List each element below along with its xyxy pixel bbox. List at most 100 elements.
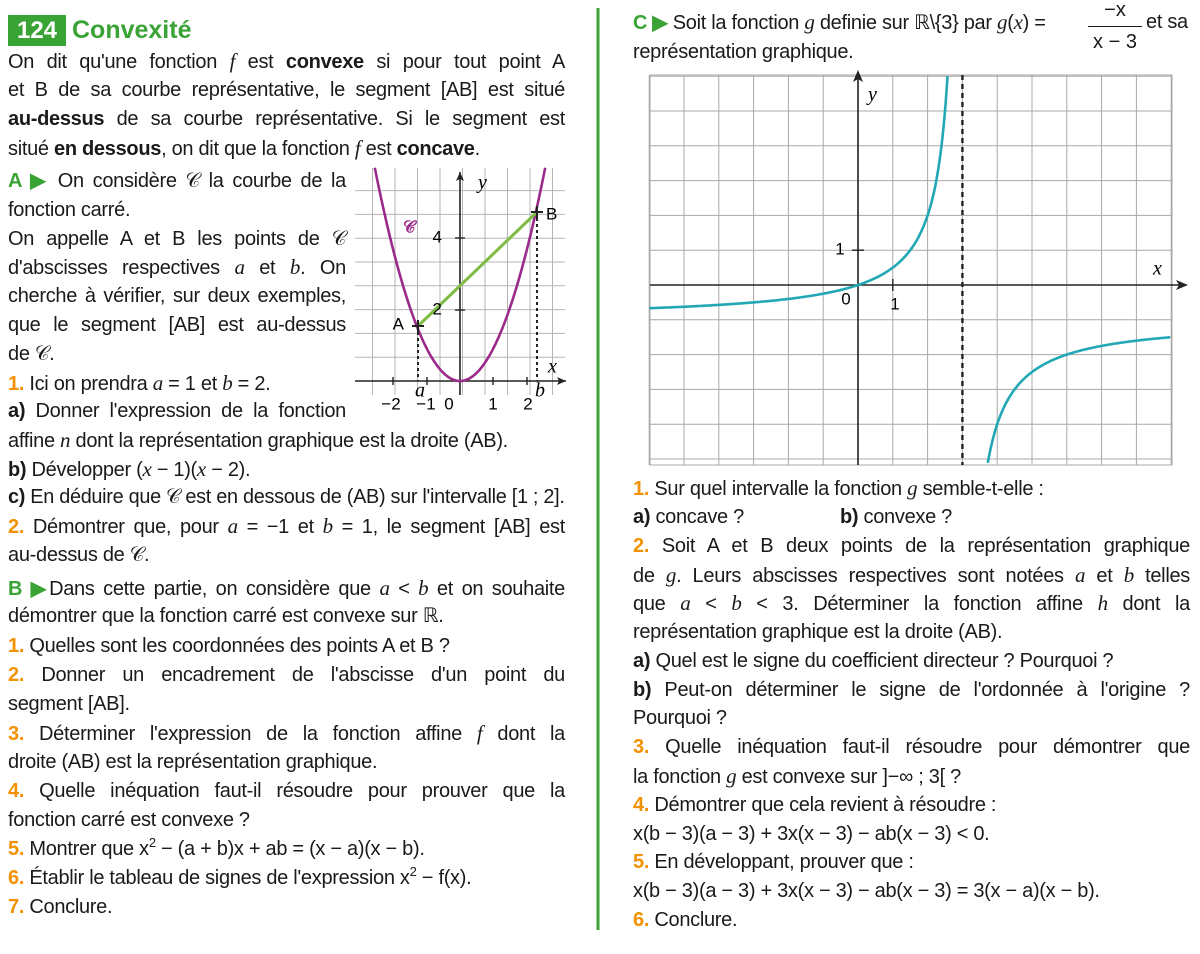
text-line: et B de sa courbe représentative, le seg… xyxy=(8,76,565,104)
text-run: et xyxy=(244,257,290,279)
text-run: ) = xyxy=(1022,12,1046,34)
text-run: f xyxy=(476,721,483,745)
tick-label: 4 xyxy=(433,227,442,246)
text-line: segment [AB]. xyxy=(8,690,130,718)
fraction-denominator: x − 3 xyxy=(1093,31,1137,53)
axis-arrow xyxy=(1176,280,1188,290)
text-run: de 𝒞. xyxy=(8,343,55,365)
tick-label: 1 xyxy=(890,294,899,313)
text-run: b) xyxy=(8,459,27,481)
text-run: b) xyxy=(633,679,652,701)
text-line: x(b − 3)(a − 3) + 3x(x − 3) − ab(x − 3) … xyxy=(633,820,990,848)
tick-label: 1 xyxy=(488,394,497,413)
text-run: convexe xyxy=(285,51,364,73)
text-run: f xyxy=(229,49,236,73)
text-run: < xyxy=(389,578,419,600)
text-run: a xyxy=(152,371,164,395)
text-line: On dit qu'une fonction f est convexe si … xyxy=(8,47,565,75)
text-run: représentation graphique est la droite (… xyxy=(633,621,1003,643)
text-line: On appelle A et B les points de 𝒞 xyxy=(8,225,346,253)
text-line: 1. Quelles sont les coordonnées des poin… xyxy=(8,632,450,660)
text-run: situé xyxy=(8,138,55,160)
text-run: < 3. Déterminer la fonction affine xyxy=(741,593,1098,615)
segment xyxy=(416,210,539,328)
text-run: a xyxy=(1074,563,1086,587)
text-run: Pourquoi ? xyxy=(633,707,727,729)
text-run: 4. xyxy=(8,780,25,802)
text-line: A ▶ On considère 𝒞 la courbe de la xyxy=(8,167,346,195)
text-run: est convexe sur ]−∞ ; 3[ ? xyxy=(736,766,962,788)
axis-label: x xyxy=(1152,258,1162,280)
text-run: Peut-on déterminer le signe de l'ordonné… xyxy=(651,679,1190,701)
text-run: de xyxy=(633,565,666,587)
text-line: au-dessus de sa courbe représentative. S… xyxy=(8,105,565,133)
text-line: a) Donner l'expression de la fonction xyxy=(8,397,346,425)
text-run: et on souhaite xyxy=(428,578,565,600)
text-run: semble-t-elle : xyxy=(917,478,1044,500)
text-run: Soit la fonction xyxy=(667,12,805,34)
fraction-numerator: −x xyxy=(1104,0,1126,21)
text-run: On dit qu'une fonction xyxy=(8,51,230,73)
text-run: a) xyxy=(8,400,26,422)
point-label: B xyxy=(546,204,557,223)
text-run: telles xyxy=(1133,565,1190,587)
text-run: g xyxy=(907,476,918,500)
text-run: 1. xyxy=(633,478,650,500)
text-run: A ▶ xyxy=(8,170,49,192)
text-run: = 2. xyxy=(232,373,271,395)
header-end: et sa xyxy=(1146,11,1188,33)
text-run: 6. xyxy=(633,909,650,931)
text-run: x(b − 3)(a − 3) + 3x(x − 3) − ab(x − 3) … xyxy=(633,823,990,845)
text-line: 3. Déterminer l'expression de la fonctio… xyxy=(8,719,565,747)
tick-label: −2 xyxy=(381,394,400,413)
tick-label: 0 xyxy=(841,289,850,308)
text-run: Conclure. xyxy=(24,896,113,918)
text-run: Établir le tableau de signes de l'expres… xyxy=(24,867,410,889)
text-line: B ▶Dans cette partie, on considère que a… xyxy=(8,574,565,602)
text-run: Donner l'expression de la fonction xyxy=(25,400,346,422)
text-run: b xyxy=(731,591,742,615)
tick-label: 2 xyxy=(523,394,532,413)
text-run: b) xyxy=(840,506,859,528)
text-line: de g. Leurs abscisses respectives sont n… xyxy=(633,561,1190,589)
text-line: affine n dont la représentation graphiqu… xyxy=(8,426,508,454)
text-line: cherche à vérifier, sur deux exemples, xyxy=(8,282,346,310)
text-run: 4. xyxy=(633,794,650,816)
text-run: Quelle inéquation faut-il résoudre pour … xyxy=(649,736,1190,758)
text-run: Dans cette partie, on considère que xyxy=(49,578,380,600)
text-line: représentation graphique. xyxy=(633,38,854,66)
text-run: convexe ? xyxy=(858,506,953,528)
text-line: 3. Quelle inéquation faut-il résoudre po… xyxy=(633,733,1190,761)
exercise-number: 124 xyxy=(8,15,66,46)
text-run: concave ? xyxy=(650,506,744,528)
text-run: Déterminer l'expression de la fonction a… xyxy=(24,723,477,745)
text-run: Quelle inéquation faut-il résoudre pour … xyxy=(24,780,565,802)
text-run: démontrer que la fonction carré est conv… xyxy=(8,605,444,627)
text-run: au-dessus xyxy=(8,108,105,130)
text-run: , on dit que la fonction xyxy=(161,138,355,160)
text-run: g xyxy=(804,10,815,34)
text-run: fonction carré est convexe ? xyxy=(8,809,250,831)
text-line: 1. Sur quel intervalle la fonction g sem… xyxy=(633,474,1044,502)
text-run: et xyxy=(1085,565,1124,587)
text-run: Ici on prendra xyxy=(24,373,153,395)
text-run: si pour tout point A xyxy=(363,51,565,73)
text-run: . Leurs abscisses respectives sont notée… xyxy=(676,565,1075,587)
text-run: − 2). xyxy=(205,459,251,481)
text-line: 4. Quelle inéquation faut-il résoudre po… xyxy=(8,777,565,805)
function-curve xyxy=(649,76,949,310)
text-run: dont la xyxy=(482,723,565,745)
text-run: a xyxy=(680,591,691,615)
parabola xyxy=(373,167,547,383)
text-run: 1. xyxy=(8,635,25,657)
text-run: Conclure. xyxy=(649,909,738,931)
text-run: 2 xyxy=(148,835,156,850)
axis-label: y xyxy=(866,84,877,106)
tick-label: 1 xyxy=(835,239,844,258)
text-run: = 1, le segment [AB] est xyxy=(332,516,566,538)
exercise-title: Convexité xyxy=(72,16,192,44)
axis-label: x xyxy=(547,356,557,378)
text-run: Démontrer que cela revient à résoudre : xyxy=(649,794,997,816)
text-run: 7. xyxy=(8,896,25,918)
text-run: 6. xyxy=(8,867,25,889)
